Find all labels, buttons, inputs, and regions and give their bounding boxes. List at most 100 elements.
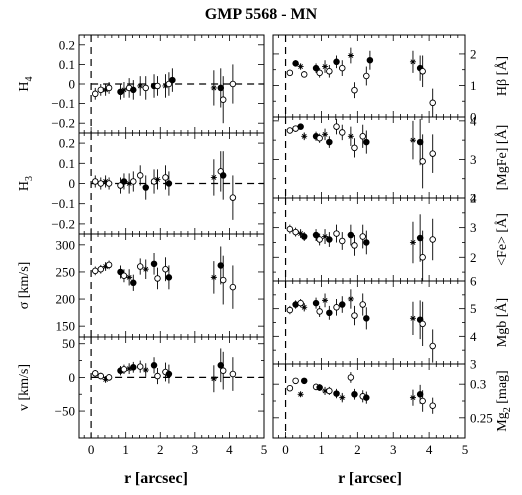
star-marker (297, 63, 304, 70)
data-point (429, 329, 436, 363)
x-tick-label: 0 (88, 442, 95, 457)
data-point (347, 289, 354, 309)
star-marker (154, 176, 161, 183)
data-point (130, 361, 137, 373)
open-circle-marker (316, 308, 323, 315)
star-marker (102, 178, 109, 185)
open-circle-marker (162, 174, 169, 181)
x-tick-label: 0 (282, 442, 289, 457)
open-circle-marker (300, 71, 308, 78)
star-marker (210, 84, 217, 91)
open-circle-marker (339, 237, 346, 245)
open-circle-marker (117, 182, 124, 189)
open-circle-marker (292, 228, 299, 236)
star-marker (210, 274, 217, 281)
open-circle-marker (219, 96, 227, 103)
data-point (363, 307, 370, 330)
data-point (363, 391, 370, 404)
data-point (92, 175, 99, 188)
open-circle-marker (419, 397, 426, 405)
data-point (351, 388, 358, 400)
data-point (286, 305, 294, 315)
y-tick-label: −0.2 (51, 216, 75, 231)
data-point (219, 255, 227, 305)
data-point (359, 124, 366, 148)
data-point (292, 125, 299, 132)
data-point (126, 363, 133, 375)
y-tick-label: 50 (62, 336, 75, 351)
x-tick-label: 5 (261, 442, 268, 457)
data-point (92, 87, 99, 100)
data-point (105, 177, 113, 190)
open-circle-marker (292, 377, 299, 385)
data-point (102, 262, 109, 271)
data-point (105, 260, 113, 270)
y-axis-label: [MgFe] [Å] (494, 125, 510, 191)
star-marker (409, 315, 416, 322)
y-tick-label: −0.1 (51, 196, 75, 211)
data-point (120, 82, 127, 98)
x-tick-label: 3 (390, 442, 397, 457)
open-circle-marker (154, 275, 161, 282)
data-point (366, 50, 374, 70)
y-tick-label: 0.25 (470, 410, 493, 425)
open-circle-marker (286, 127, 294, 134)
data-point (419, 134, 426, 189)
data-point (316, 384, 323, 391)
data-point (409, 389, 416, 406)
open-circle-marker (339, 129, 346, 136)
filled-circle-marker (363, 394, 370, 401)
data-point (229, 357, 237, 391)
data-point (217, 151, 225, 192)
data-point (130, 274, 137, 291)
open-circle-marker (316, 69, 323, 77)
data-point (333, 388, 340, 399)
open-circle-marker (286, 69, 294, 77)
open-circle-marker (154, 82, 161, 90)
filled-circle-marker (416, 234, 424, 242)
data-point (229, 265, 237, 309)
y-tick-label: 2 (470, 191, 477, 206)
data-point (102, 175, 109, 188)
open-circle-marker (316, 236, 323, 243)
data-point (339, 296, 346, 313)
data-point (301, 303, 308, 312)
data-point (326, 386, 333, 395)
star-marker (409, 58, 416, 65)
data-point (286, 127, 294, 134)
open-circle-marker (105, 180, 113, 187)
x-tick-label: 1 (122, 442, 129, 457)
data-point (419, 301, 426, 347)
filled-circle-marker (130, 364, 137, 371)
y-tick-label: 0.1 (59, 156, 75, 171)
panel-frame (272, 197, 466, 282)
data-point (154, 76, 161, 96)
panel-left-0: −0.2 −0.1 0 0.1 0.2 H4 (17, 34, 265, 134)
data-point (297, 123, 304, 130)
open-circle-marker (326, 68, 333, 75)
filled-circle-marker (300, 233, 308, 240)
star-marker (297, 230, 304, 237)
open-circle-marker (136, 263, 144, 270)
open-circle-marker (92, 90, 99, 98)
data-point (117, 84, 124, 100)
data-point (97, 372, 105, 380)
star-marker (210, 174, 217, 181)
data-point (162, 74, 169, 98)
filled-circle-marker (117, 88, 124, 96)
data-point (117, 177, 124, 194)
open-circle-marker (286, 384, 294, 392)
star-marker (126, 180, 133, 187)
data-point (333, 55, 340, 69)
open-circle-marker (92, 267, 99, 275)
data-point (130, 171, 137, 192)
filled-circle-marker (217, 84, 225, 92)
open-circle-marker (316, 134, 323, 142)
data-point (363, 66, 370, 86)
y-axis-label: Mgb [Å] (494, 298, 510, 347)
data-point (409, 221, 416, 264)
open-circle-marker (136, 363, 144, 370)
data-point (154, 267, 161, 290)
open-circle-marker (229, 80, 237, 88)
data-point (326, 232, 333, 247)
